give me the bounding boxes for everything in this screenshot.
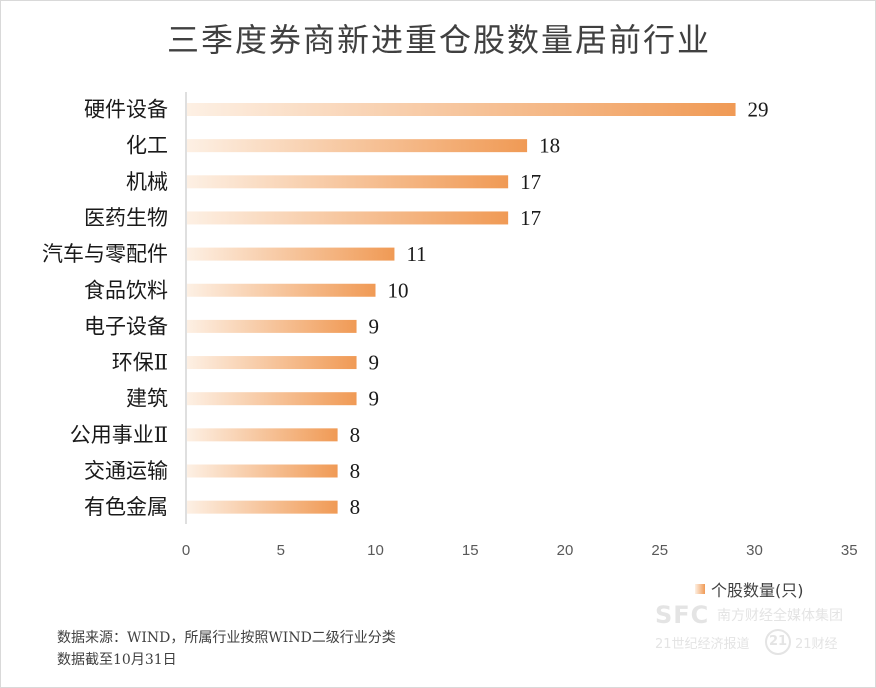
bar bbox=[187, 247, 395, 261]
bar bbox=[187, 139, 528, 153]
x-tick-label: 10 bbox=[367, 542, 384, 559]
x-tick-label: 15 bbox=[462, 542, 479, 559]
watermark-logo: SFC bbox=[655, 601, 710, 629]
bar bbox=[187, 175, 509, 189]
legend: 个股数量(只) bbox=[695, 577, 804, 601]
category-label: 交通运输 bbox=[84, 459, 168, 483]
value-label: 8 bbox=[350, 423, 361, 447]
x-tick-label: 25 bbox=[651, 542, 668, 559]
value-label: 17 bbox=[520, 206, 541, 230]
category-label: 汽车与零配件 bbox=[42, 242, 168, 266]
value-label: 8 bbox=[350, 459, 361, 483]
category-label: 食品饮料 bbox=[84, 278, 168, 302]
bar bbox=[187, 500, 338, 514]
x-tick-label: 30 bbox=[746, 542, 763, 559]
category-label: 电子设备 bbox=[84, 314, 168, 338]
bar bbox=[187, 319, 357, 333]
bar bbox=[187, 211, 509, 225]
bar bbox=[187, 356, 357, 370]
category-label: 医药生物 bbox=[84, 206, 168, 230]
value-label: 9 bbox=[369, 351, 380, 375]
category-label: 机械 bbox=[126, 170, 168, 194]
category-label: 化工 bbox=[126, 134, 168, 158]
bar bbox=[187, 392, 357, 406]
source-line: 数据来源：WIND，所属行业按照WIND二级行业分类 bbox=[57, 630, 396, 646]
watermark: SFC 南方财经全媒体集团 21世纪经济报道 21 21财经 bbox=[655, 601, 845, 655]
bar bbox=[187, 283, 376, 297]
value-label: 17 bbox=[520, 170, 541, 194]
value-label: 10 bbox=[388, 278, 409, 302]
category-label: 公用事业Ⅱ bbox=[70, 423, 168, 447]
chart-title: 三季度券商新进重仓股数量居前行业 bbox=[166, 21, 711, 59]
bar bbox=[187, 103, 736, 116]
bar bbox=[187, 428, 338, 442]
x-tick-label: 35 bbox=[841, 542, 858, 559]
value-label: 9 bbox=[369, 314, 380, 338]
value-label: 11 bbox=[406, 242, 426, 266]
date-note: 数据截至10月31日 bbox=[57, 652, 177, 668]
legend-swatch bbox=[695, 584, 705, 594]
legend-label: 个股数量(只) bbox=[711, 581, 804, 600]
watermark-line2: 21世纪经济报道 bbox=[655, 637, 750, 652]
source-note: 数据来源：WIND，所属行业按照WIND二级行业分类 数据截至10月31日 bbox=[57, 627, 396, 671]
value-label: 18 bbox=[539, 134, 560, 158]
category-label: 有色金属 bbox=[84, 495, 168, 519]
watermark-line3: 21财经 bbox=[795, 637, 838, 652]
watermark-line1: 南方财经全媒体集团 bbox=[717, 608, 843, 624]
x-tick-label: 5 bbox=[277, 542, 285, 559]
bar bbox=[187, 464, 338, 478]
category-label: 环保Ⅱ bbox=[112, 351, 168, 375]
category-label: 硬件设备 bbox=[84, 98, 168, 122]
value-label: 8 bbox=[350, 495, 361, 519]
x-tick-label: 0 bbox=[182, 542, 190, 559]
value-label: 9 bbox=[369, 387, 380, 411]
category-label: 建筑 bbox=[126, 387, 168, 411]
x-tick-label: 20 bbox=[557, 542, 574, 559]
value-label: 29 bbox=[748, 98, 769, 122]
watermark-badge: 21 bbox=[765, 629, 791, 655]
